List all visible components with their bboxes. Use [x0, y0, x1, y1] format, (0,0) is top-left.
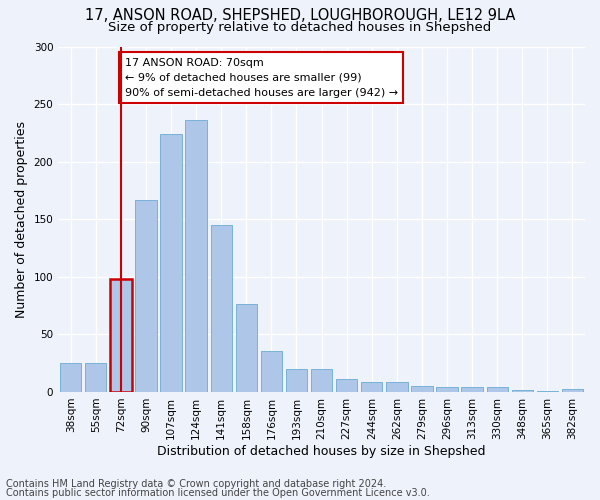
Bar [461, 388, 483, 392]
Text: Contains public sector information licensed under the Open Government Licence v3: Contains public sector information licen… [6, 488, 430, 498]
Text: Size of property relative to detached houses in Shepshed: Size of property relative to detached ho… [109, 21, 491, 34]
Bar [487, 388, 508, 392]
Bar [286, 369, 307, 392]
Bar [136, 200, 157, 392]
Bar [537, 391, 558, 392]
Bar [386, 382, 407, 392]
Bar [85, 363, 106, 392]
Text: Contains HM Land Registry data © Crown copyright and database right 2024.: Contains HM Land Registry data © Crown c… [6, 479, 386, 489]
Bar [361, 382, 382, 392]
Text: 17, ANSON ROAD, SHEPSHED, LOUGHBOROUGH, LE12 9LA: 17, ANSON ROAD, SHEPSHED, LOUGHBOROUGH, … [85, 8, 515, 22]
Bar [261, 350, 282, 392]
Bar [236, 304, 257, 392]
Y-axis label: Number of detached properties: Number of detached properties [15, 120, 28, 318]
Text: 17 ANSON ROAD: 70sqm
← 9% of detached houses are smaller (99)
90% of semi-detach: 17 ANSON ROAD: 70sqm ← 9% of detached ho… [125, 58, 398, 98]
X-axis label: Distribution of detached houses by size in Shepshed: Distribution of detached houses by size … [157, 444, 486, 458]
Bar [562, 388, 583, 392]
Bar [436, 388, 458, 392]
Bar [512, 390, 533, 392]
Bar [110, 279, 131, 392]
Bar [336, 380, 358, 392]
Bar [60, 363, 82, 392]
Bar [211, 225, 232, 392]
Bar [185, 120, 207, 392]
Bar [311, 369, 332, 392]
Bar [411, 386, 433, 392]
Bar [160, 134, 182, 392]
